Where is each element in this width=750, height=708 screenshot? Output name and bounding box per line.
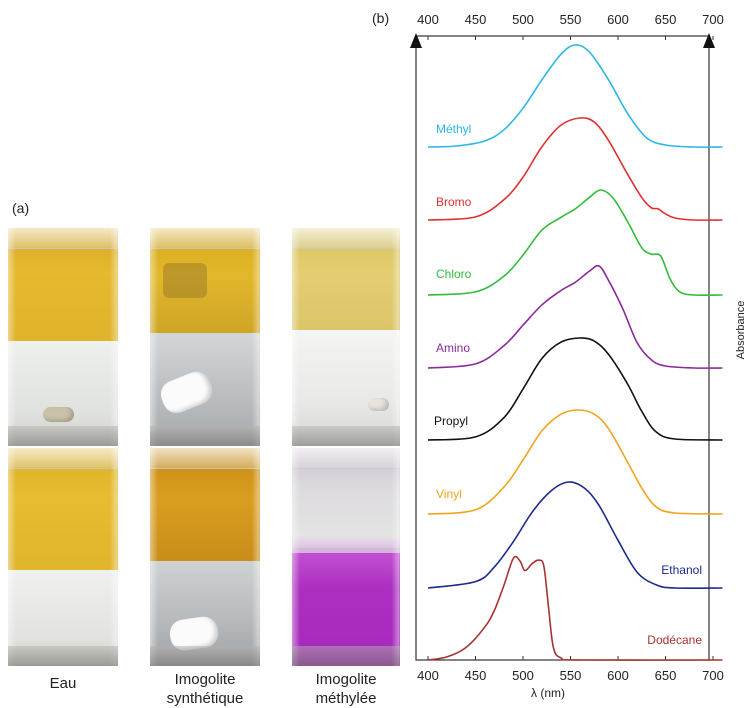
caption-synthetique: Imogolite synthétique [140, 670, 270, 708]
series-label-propyl: Propyl [434, 414, 468, 428]
bottom-tick-label: 650 [655, 668, 677, 683]
caption-eau: Eau [13, 674, 113, 693]
photo-methylee-top [292, 228, 400, 446]
photo-synthetique-bottom [150, 448, 260, 666]
series-line-vinyl [427, 409, 723, 515]
panel-b-label: (b) [372, 10, 390, 26]
caption-methylee: Imogolite méthylée [281, 670, 411, 708]
series-line-ethanol [427, 481, 723, 590]
series-labels: Méthyl Bromo Chloro Amino Propyl Vinyl Ethanol… [434, 122, 702, 647]
series-line-bromo [427, 117, 723, 221]
caption-eau-text: Eau [49, 675, 77, 692]
caption-methylee-line1: Imogolite [315, 671, 377, 688]
series-label-amino: Amino [436, 341, 470, 355]
left-arrowhead [410, 33, 422, 48]
spectra-series [427, 44, 723, 661]
series-label-dodecane: Dodécane [647, 633, 702, 647]
caption-methylee-line2: méthylée [315, 690, 377, 707]
bottom-tick-label: 700 [702, 668, 724, 683]
series-line-dodecane [427, 555, 723, 661]
series-line-chloro [427, 189, 723, 297]
series-label-vinyl: Vinyl [436, 487, 462, 501]
series-line-amino [427, 264, 723, 369]
series-label-chloro: Chloro [436, 267, 472, 281]
top-tick-label: 500 [512, 12, 534, 27]
photo-eau-bottom [8, 448, 118, 666]
photo-synthetique-top [150, 228, 260, 446]
top-tick-label: 450 [465, 12, 487, 27]
caption-synthetique-line2: synthétique [166, 690, 244, 707]
bottom-tick-label: 500 [512, 668, 534, 683]
y-axis-label: Absorbance [735, 301, 747, 360]
series-label-methyl: Méthyl [436, 122, 471, 136]
caption-synthetique-line1: Imogolite [174, 671, 236, 688]
series-label-bromo: Bromo [436, 195, 472, 209]
bottom-tick-label: 550 [560, 668, 582, 683]
top-tick-label: 650 [655, 12, 677, 27]
bottom-tick-label: 600 [607, 668, 629, 683]
photo-eau-top [8, 228, 118, 446]
top-tick-label: 700 [702, 12, 724, 27]
top-tick-label: 600 [607, 12, 629, 27]
series-line-propyl [427, 337, 723, 441]
panel-a-label: (a) [12, 200, 30, 216]
right-arrowhead [703, 33, 715, 48]
photo-methylee-bottom [292, 448, 400, 666]
top-tick-label: 550 [560, 12, 582, 27]
bottom-tick-label: 400 [417, 668, 439, 683]
x-axis-label: λ (nm) [531, 686, 565, 700]
series-label-ethanol: Ethanol [661, 563, 702, 577]
top-tick-label: 400 [417, 12, 439, 27]
bottom-tick-label: 450 [465, 668, 487, 683]
series-line-methyl [427, 44, 723, 148]
